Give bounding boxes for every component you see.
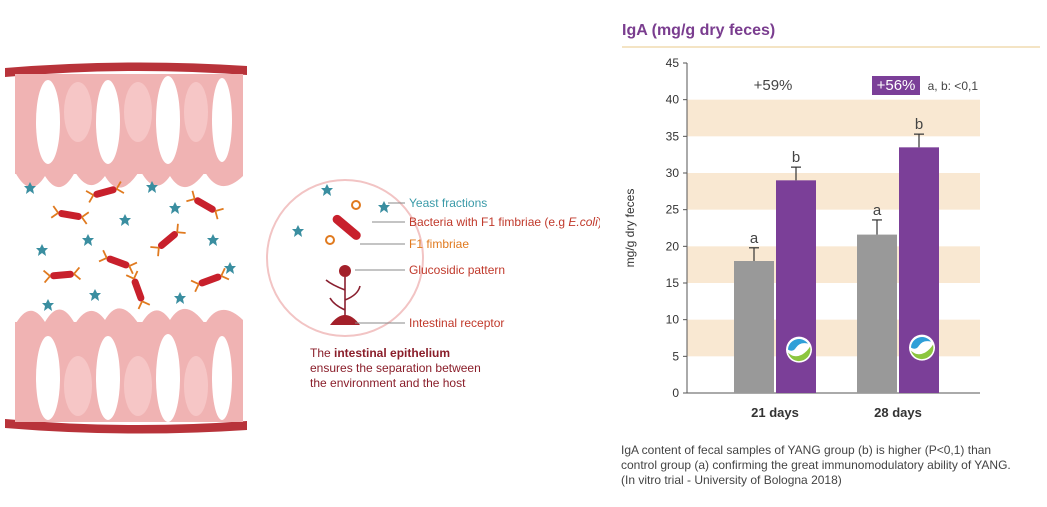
- zoom-legend: Yeast fractions Bacteria with F1 fimbria…: [409, 196, 600, 330]
- upper-epithelium: [5, 62, 247, 188]
- yang-logo-icon: [911, 336, 931, 349]
- lower-epithelium: [5, 308, 247, 434]
- y-tick-label: 35: [666, 129, 680, 143]
- chart-caption: IgA content of fecal samples of YANG gro…: [621, 443, 1036, 488]
- significance-letter: b: [915, 116, 923, 133]
- grid-band: [687, 99, 980, 137]
- legend-glucosidic: Glucosidic pattern: [409, 263, 505, 277]
- y-tick-label: 45: [666, 56, 680, 70]
- legend-yeast: Yeast fractions: [409, 196, 487, 210]
- y-tick-label: 30: [666, 166, 680, 180]
- zoom-contents: [292, 184, 405, 325]
- percent-annotation: +56%: [877, 77, 916, 94]
- x-tick-label: 28 days: [874, 405, 922, 420]
- significance-letter: a: [873, 202, 882, 219]
- y-tick-label: 40: [666, 93, 680, 107]
- significance-note: a, b: <0,1: [928, 79, 979, 93]
- x-tick-label: 21 days: [751, 405, 799, 420]
- y-tick-label: 0: [672, 386, 679, 400]
- percent-annotation: +59%: [754, 77, 793, 94]
- caption-line-2: control group (a) confirming the great i…: [621, 458, 1011, 472]
- zoom-circle: [266, 179, 424, 337]
- significance-letter: b: [792, 149, 800, 166]
- svg-text:The intestinal epithelium: The intestinal epithelium: [310, 346, 450, 360]
- bar-chart: 0 5 10 15 20 25 30 35 40 45 mg/g dry feces a b 21 day…: [622, 46, 1040, 420]
- intestine-illustration: Yeast fractions Bacteria with F1 fimbria…: [5, 62, 600, 434]
- legend-fimbriae: F1 fimbriae: [409, 237, 469, 251]
- bar: [857, 234, 897, 393]
- yang-logo-icon: [788, 346, 811, 362]
- y-axis-label: mg/g dry feces: [623, 189, 637, 268]
- y-tick-label: 5: [672, 349, 679, 363]
- y-tick-label: 10: [666, 313, 680, 327]
- epithelium-note: The intestinal epithelium ensures the se…: [310, 346, 481, 390]
- caption-line-3: (In vitro trial - University of Bologna …: [621, 473, 842, 487]
- svg-text:the environment and the host: the environment and the host: [310, 376, 466, 390]
- chart-panel: IgA (mg/g dry feces) 0 5 10 15 20 25 30 35 40 45 m…: [600, 0, 1047, 507]
- yang-logo-icon: [911, 344, 934, 360]
- svg-text:ensures the separation between: ensures the separation between: [310, 361, 481, 375]
- y-tick-label: 20: [666, 239, 680, 253]
- caption-line-1: IgA content of fecal samples of YANG gro…: [621, 443, 992, 457]
- lumen-particles: [24, 180, 236, 311]
- significance-letter: a: [750, 230, 759, 247]
- annotation-highlight: [872, 76, 920, 95]
- legend-bacteria: Bacteria with F1 fimbriae (e.g E.coli): [409, 215, 600, 229]
- y-tick-label: 15: [666, 276, 680, 290]
- y-tick-label: 25: [666, 203, 680, 217]
- bar: [734, 261, 774, 393]
- legend-receptor: Intestinal receptor: [409, 316, 504, 330]
- chart-title: IgA (mg/g dry feces): [622, 22, 776, 39]
- yang-logo-icon: [788, 338, 808, 351]
